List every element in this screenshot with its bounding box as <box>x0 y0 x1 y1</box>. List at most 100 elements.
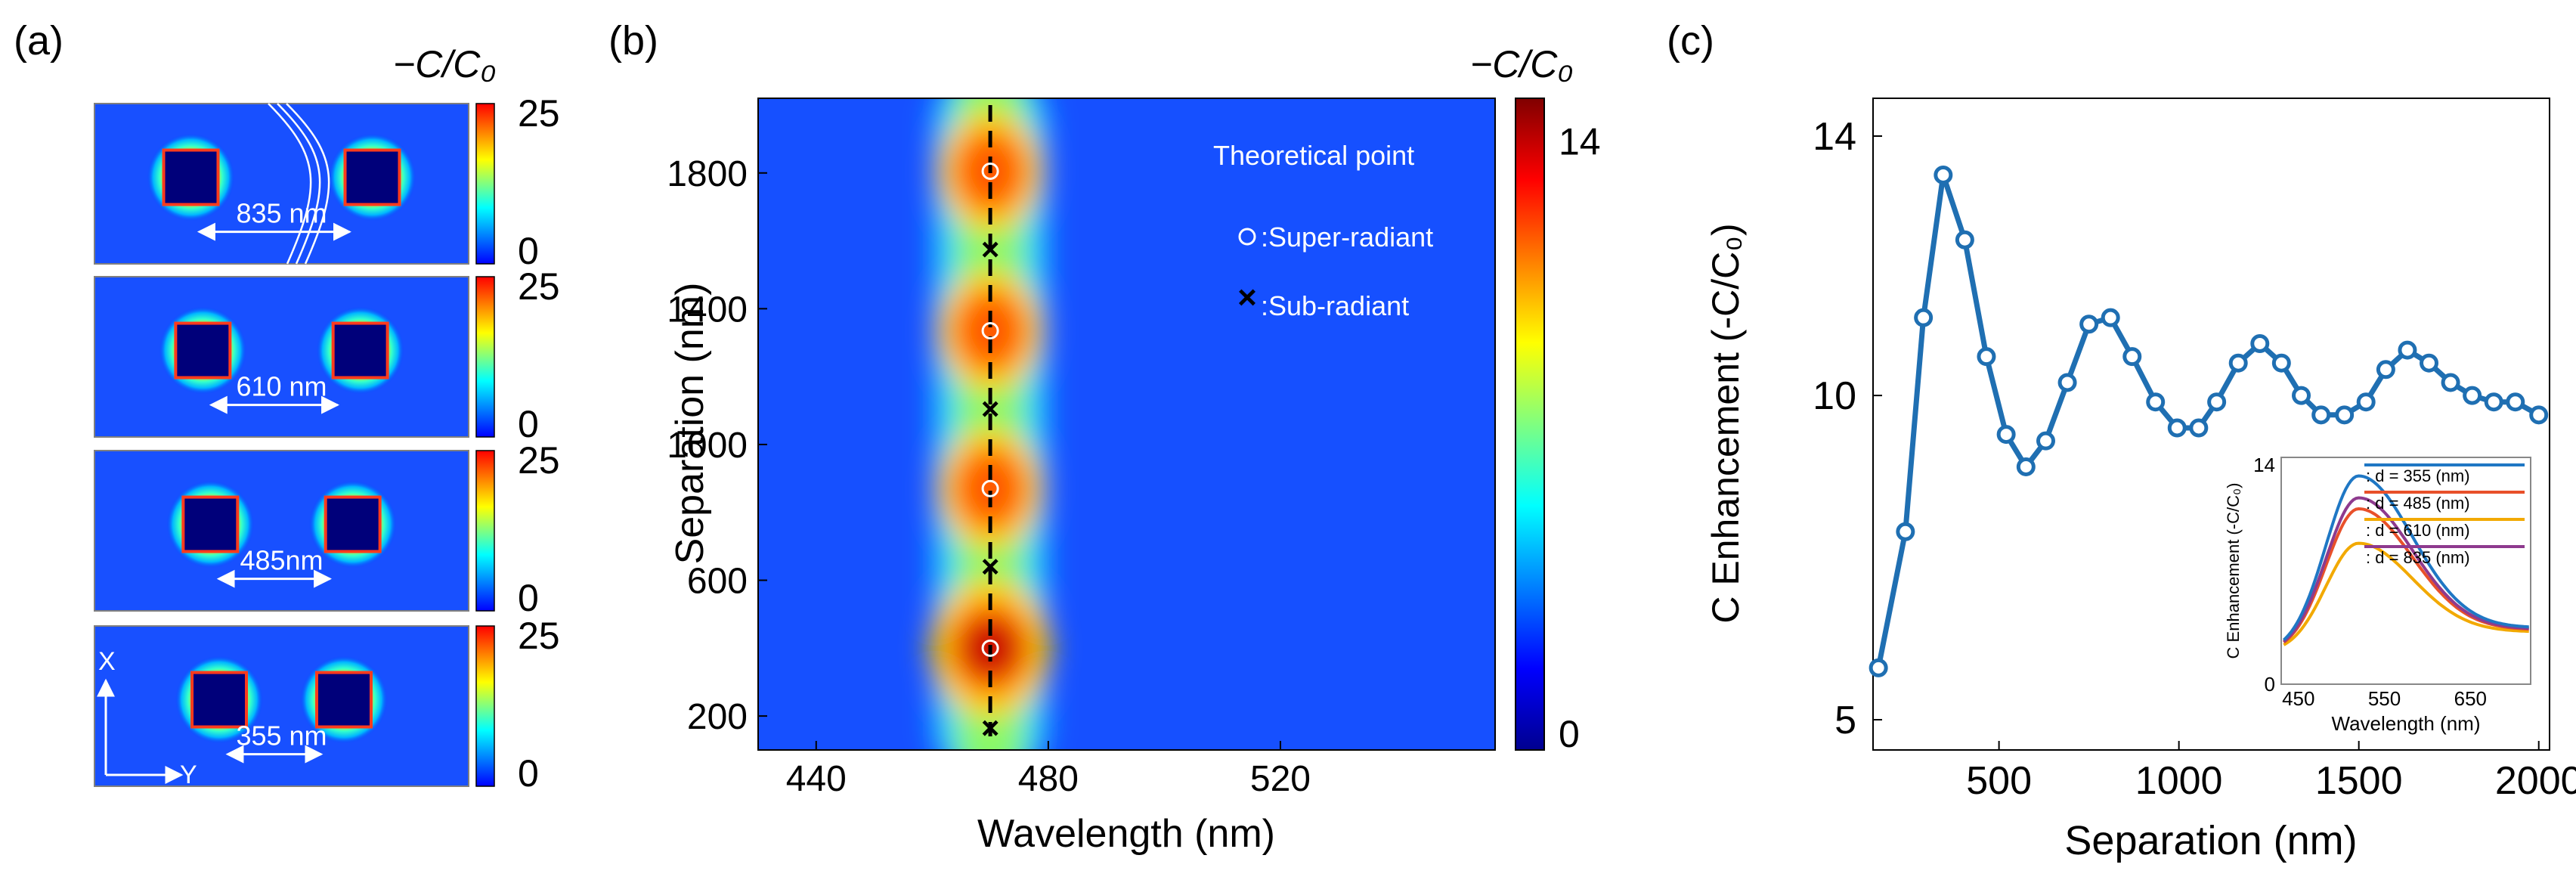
line-plot-frame <box>1872 98 2550 751</box>
legend-title: Theoretical point <box>1213 140 1414 171</box>
data-point <box>2335 405 2355 425</box>
legend-super-marker <box>1238 228 1256 246</box>
inset-legend-label: : d = 610 (nm) <box>2366 521 2470 540</box>
heatmap-colorbar <box>1515 98 1545 751</box>
panel-c-label: (c) <box>1667 18 1714 64</box>
data-point <box>1869 658 1888 677</box>
colorbar-tick-label: 25 <box>518 92 560 135</box>
data-point <box>2101 308 2120 327</box>
y-tick-label: 1000 <box>667 426 748 466</box>
nanoparticle <box>317 674 370 726</box>
x-tick-label: 1500 <box>2315 759 2403 803</box>
field-map: 485nm 25 0 <box>94 439 560 619</box>
legend-sub-marker: × <box>1237 279 1257 316</box>
sub-radiant-point: × <box>981 710 1000 745</box>
field-map-colorbar <box>475 103 495 265</box>
data-point <box>2398 340 2417 360</box>
inset-series-line <box>2283 541 2529 646</box>
colorbar-tick-label: 0 <box>518 230 539 272</box>
inset-y-tick-label: 0 <box>2265 673 2275 696</box>
colorbar-tick-label: 0 <box>518 403 539 445</box>
nanoparticle <box>177 324 229 376</box>
axis-break-mark <box>286 103 330 265</box>
colorbar-tick-label: 0 <box>518 577 539 619</box>
heatmap-y-axis-label: Separation (nm) <box>668 283 712 565</box>
colorbar-tick-label: 0 <box>518 752 539 795</box>
data-point <box>2228 353 2248 373</box>
field-map: 835 nm 25 0 <box>94 92 560 272</box>
data-point <box>2079 315 2099 334</box>
legend-sub-label: :Sub-radiant <box>1261 290 1409 321</box>
inset-legend-label: : d = 485 (nm) <box>2366 494 2470 513</box>
panel-b-label: (b) <box>608 18 658 64</box>
axis-break-mark <box>268 103 312 265</box>
data-point <box>2271 353 2291 373</box>
y-tick-label: 5 <box>1834 699 1856 742</box>
nanoparticle <box>327 498 379 550</box>
super-radiant-point <box>981 163 999 181</box>
y-tick-label: 14 <box>1813 115 1856 159</box>
inset-x-axis-label: Wavelength (nm) <box>2332 712 2481 735</box>
inset-legend-label: : d = 835 (nm) <box>2366 548 2470 567</box>
data-point <box>1977 347 1996 367</box>
sub-radiant-point: × <box>981 231 1000 267</box>
data-point <box>2122 347 2142 367</box>
x-tick-label: 520 <box>1250 759 1311 799</box>
nanoparticle <box>194 674 246 726</box>
hotspot-orange <box>954 448 1027 530</box>
super-radiant-point <box>981 322 999 340</box>
data-point <box>2167 418 2187 438</box>
distance-label: 610 nm <box>236 371 327 402</box>
distance-label: 355 nm <box>236 720 327 751</box>
line-y-axis-label: C Enhancement (-C/C₀) <box>1704 223 1747 623</box>
field-map-colorbar <box>475 450 495 612</box>
inset-x-tick-label: 550 <box>2368 687 2401 710</box>
data-point <box>2146 392 2166 412</box>
inset-series-line <box>2283 496 2529 643</box>
x-tick-label: 2000 <box>2495 759 2576 803</box>
panel-b-colorbar-title: −C/C₀ <box>1470 43 1573 85</box>
y-tick-label: 10 <box>1813 374 1856 418</box>
y-tick-label: 1400 <box>667 290 748 330</box>
data-point <box>2292 386 2311 405</box>
colorbar-tick-label: 25 <box>518 439 560 482</box>
data-point <box>1955 230 1974 249</box>
data-point <box>2207 392 2227 412</box>
x-tick-label: 1000 <box>2135 759 2223 803</box>
inset-y-axis-label: C Enhancement (-C/C₀) <box>2224 483 2243 659</box>
data-point <box>2484 392 2503 412</box>
data-point <box>2311 405 2331 425</box>
inset-plot: 450 550 650 0 14 : d = 355 (nm): d = 485 (nm… <box>2224 454 2531 735</box>
super-radiant-point <box>981 479 999 497</box>
field-map-colorbar <box>475 625 495 787</box>
panel-a-label: (a) <box>14 18 63 64</box>
colorbar-tick-label: 25 <box>518 615 560 657</box>
legend-super-label: :Super-radiant <box>1261 222 1433 253</box>
nanoparticle <box>334 324 386 376</box>
field-map: 355 nm X Y 25 0 <box>94 615 560 795</box>
inset-x-tick-label: 450 <box>2282 687 2314 710</box>
axis-y-label: Y <box>180 761 197 789</box>
x-tick-label: 500 <box>1966 759 2032 803</box>
axis-x-label: X <box>98 647 116 676</box>
sub-radiant-point: × <box>981 391 1000 426</box>
nanoparticle <box>184 498 237 550</box>
heatmap-plot: × × × × 440 480 520 200 600 1000 1400 1800 Wavelen… <box>667 98 1601 856</box>
data-point <box>2016 457 2036 476</box>
inset-series-line <box>2283 474 2529 641</box>
field-map-background <box>94 450 469 612</box>
data-point <box>2529 405 2549 425</box>
super-radiant-point <box>981 639 999 657</box>
colorbar-tick-label: 25 <box>518 265 560 308</box>
nanoparticle <box>165 151 217 203</box>
distance-label: 485nm <box>240 545 323 576</box>
inset-y-tick-label: 14 <box>2253 454 2275 476</box>
data-point <box>2441 373 2460 392</box>
data-point <box>1934 165 1953 184</box>
field-map-background <box>94 276 469 438</box>
data-point <box>2356 392 2376 412</box>
y-tick-label: 600 <box>687 562 748 602</box>
panel-a-colorbar-title: −C/C₀ <box>393 43 496 85</box>
